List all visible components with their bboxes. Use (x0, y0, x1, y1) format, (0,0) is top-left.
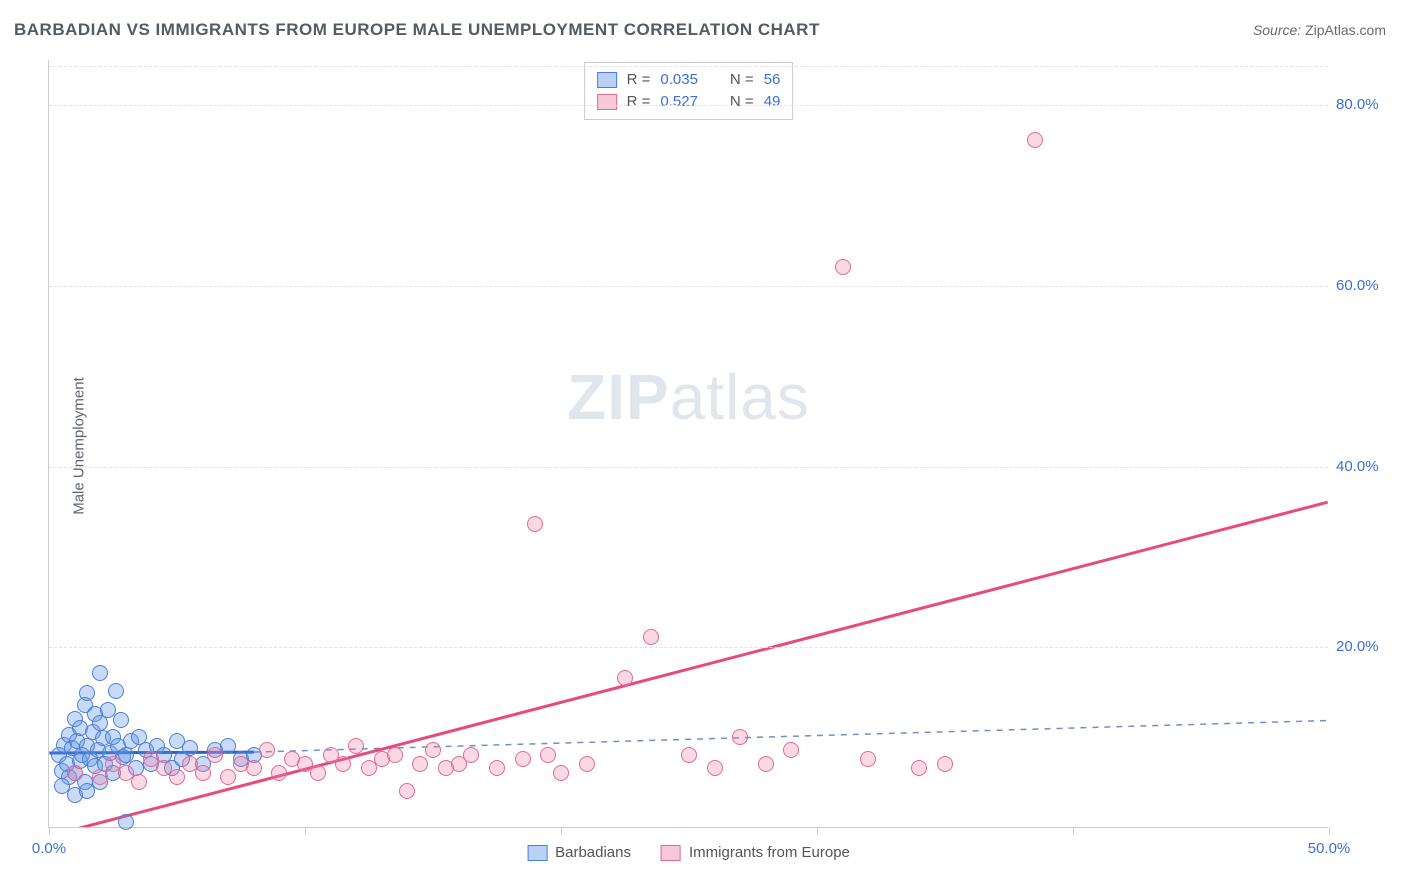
scatter-point (911, 760, 927, 776)
n-label-a: N = (730, 69, 754, 91)
scatter-point (387, 747, 403, 763)
x-tick-label: 50.0% (1308, 840, 1351, 857)
grid-line (49, 647, 1328, 648)
scatter-point (643, 629, 659, 645)
series-legend: Barbadians Immigrants from Europe (527, 844, 850, 861)
scatter-point (54, 778, 70, 794)
scatter-point (67, 765, 83, 781)
scatter-point (617, 670, 633, 686)
r-value-a: 0.035 (660, 69, 698, 91)
x-tick (1073, 827, 1074, 835)
legend-row-series-b: R = 0.527 N = 49 (597, 91, 781, 113)
scatter-point (92, 665, 108, 681)
source-value: ZipAtlas.com (1305, 22, 1386, 38)
grid-line (49, 66, 1328, 67)
scatter-point (113, 712, 129, 728)
scatter-point (489, 760, 505, 776)
scatter-point (335, 756, 351, 772)
n-value-a: 56 (764, 69, 781, 91)
scatter-point (937, 756, 953, 772)
n-label-b: N = (730, 91, 754, 113)
chart-title: BARBADIAN VS IMMIGRANTS FROM EUROPE MALE… (14, 20, 820, 40)
scatter-point (412, 756, 428, 772)
scatter-point (259, 742, 275, 758)
scatter-point (463, 747, 479, 763)
y-tick-label: 80.0% (1336, 96, 1396, 113)
legend-item-barbadians: Barbadians (527, 844, 631, 861)
legend-swatch-immigrants (597, 94, 617, 110)
correlation-legend: R = 0.035 N = 56 R = 0.527 N = 49 (584, 62, 794, 120)
scatter-point (271, 765, 287, 781)
scatter-point (182, 740, 198, 756)
x-tick-label: 0.0% (32, 840, 66, 857)
scatter-point (527, 516, 543, 532)
source-attribution: Source: ZipAtlas.com (1253, 22, 1386, 38)
legend-label-immigrants: Immigrants from Europe (689, 844, 850, 861)
scatter-point (207, 747, 223, 763)
scatter-point (579, 756, 595, 772)
scatter-point (1027, 132, 1043, 148)
grid-line (49, 105, 1328, 106)
scatter-point (399, 783, 415, 799)
x-tick (49, 827, 50, 835)
r-value-b: 0.527 (660, 91, 698, 113)
scatter-point (732, 729, 748, 745)
source-label: Source: (1253, 22, 1301, 38)
scatter-point (707, 760, 723, 776)
watermark-zip: ZIP (567, 361, 670, 433)
watermark-atlas: atlas (670, 361, 810, 433)
chart-container: BARBADIAN VS IMMIGRANTS FROM EUROPE MALE… (0, 0, 1406, 892)
scatter-point (681, 747, 697, 763)
legend-item-immigrants: Immigrants from Europe (661, 844, 850, 861)
scatter-point (195, 765, 211, 781)
scatter-point (169, 769, 185, 785)
grid-line (49, 286, 1328, 287)
scatter-point (540, 747, 556, 763)
scatter-point (92, 769, 108, 785)
grid-line (49, 467, 1328, 468)
y-tick-label: 60.0% (1336, 277, 1396, 294)
scatter-point (553, 765, 569, 781)
r-label-b: R = (627, 91, 651, 113)
scatter-point (835, 259, 851, 275)
r-label-a: R = (627, 69, 651, 91)
regression-lines-svg (49, 60, 1328, 827)
scatter-point (860, 751, 876, 767)
n-value-b: 49 (764, 91, 781, 113)
scatter-point (515, 751, 531, 767)
scatter-point (108, 683, 124, 699)
legend-swatch-barbadians-bottom (527, 845, 547, 861)
y-tick-label: 20.0% (1336, 638, 1396, 655)
scatter-point (92, 715, 108, 731)
x-tick (1329, 827, 1330, 835)
y-tick-label: 40.0% (1336, 458, 1396, 475)
x-tick (817, 827, 818, 835)
x-tick (561, 827, 562, 835)
legend-row-series-a: R = 0.035 N = 56 (597, 69, 781, 91)
x-tick (305, 827, 306, 835)
scatter-point (348, 738, 364, 754)
scatter-point (131, 774, 147, 790)
scatter-point (425, 742, 441, 758)
scatter-point (118, 814, 134, 830)
scatter-point (246, 760, 262, 776)
legend-swatch-barbadians (597, 72, 617, 88)
scatter-point (310, 765, 326, 781)
scatter-point (220, 769, 236, 785)
legend-label-barbadians: Barbadians (555, 844, 631, 861)
plot-area: ZIPatlas R = 0.035 N = 56 R = 0.527 N = … (48, 60, 1328, 828)
scatter-point (79, 685, 95, 701)
watermark: ZIPatlas (567, 360, 810, 434)
regression-line (49, 502, 1327, 827)
legend-swatch-immigrants-bottom (661, 845, 681, 861)
scatter-point (758, 756, 774, 772)
scatter-point (783, 742, 799, 758)
